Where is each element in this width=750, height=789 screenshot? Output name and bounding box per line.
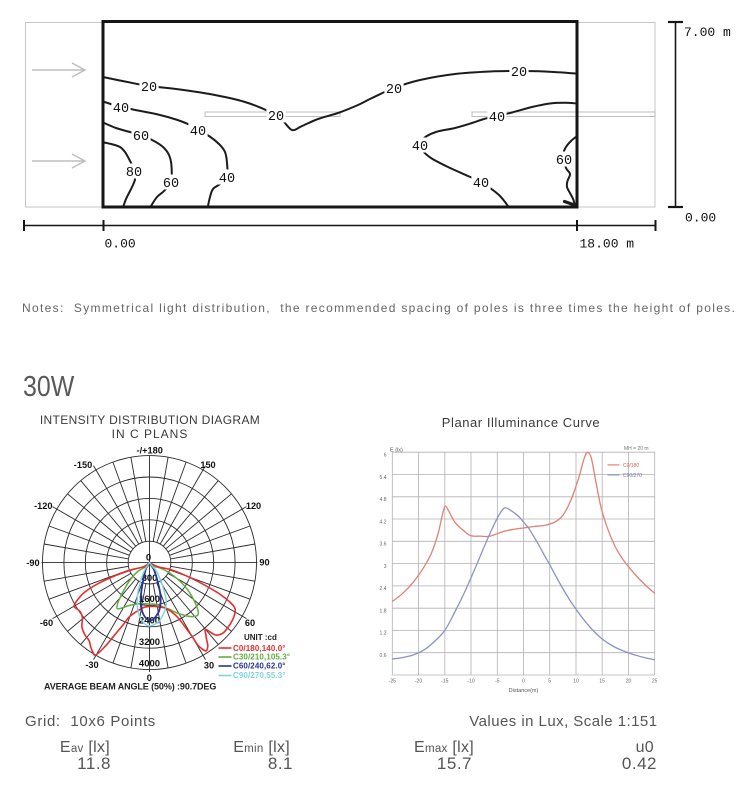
svg-text:40: 40 [489,111,505,126]
svg-text:-5: -5 [495,679,500,685]
svg-text:C90/270,55.3°: C90/270,55.3° [233,671,286,680]
svg-text:5: 5 [548,679,551,685]
svg-text:4.8: 4.8 [380,497,387,503]
svg-text:1.8: 1.8 [380,609,387,615]
svg-text:C90/270: C90/270 [623,473,642,479]
svg-text:40: 40 [113,102,129,117]
svg-text:20: 20 [626,679,632,685]
svg-text:4000: 4000 [139,658,160,669]
svg-text:C30/210,105.3°: C30/210,105.3° [233,653,290,662]
svg-text:60: 60 [245,618,255,628]
svg-text:0.00: 0.00 [685,211,716,226]
svg-text:120: 120 [246,501,261,511]
svg-text:0.00: 0.00 [105,236,136,251]
svg-text:1.2: 1.2 [380,631,387,637]
svg-text:20: 20 [511,66,527,81]
svg-text:0.6: 0.6 [380,653,387,659]
svg-text:UNIT :cd: UNIT :cd [244,633,277,642]
svg-text:-10: -10 [467,679,474,685]
svg-text:40: 40 [190,125,206,140]
svg-text:40: 40 [473,177,489,192]
svg-text:C60/240,62.0°: C60/240,62.0° [233,662,286,671]
svg-text:AVERAGE BEAM ANGLE (50%) :90.7: AVERAGE BEAM ANGLE (50%) :90.7DEG [44,682,216,692]
svg-text:-150: -150 [74,460,92,470]
svg-text:150: 150 [200,460,215,470]
svg-text:18.00 m: 18.00 m [580,236,635,251]
svg-text:-20: -20 [415,679,422,685]
svg-text:3.6: 3.6 [380,542,387,548]
svg-text:-90: -90 [26,558,39,568]
svg-text:5.4: 5.4 [380,475,387,481]
svg-text:10: 10 [573,679,579,685]
svg-text:0: 0 [146,552,151,563]
svg-text:30: 30 [204,661,214,671]
svg-text:40: 40 [412,140,428,155]
svg-text:C0/180: C0/180 [623,463,639,469]
svg-text:-120: -120 [34,501,52,511]
svg-text:90: 90 [259,558,269,568]
svg-text:2.4: 2.4 [380,586,387,592]
svg-text:25: 25 [652,679,658,685]
svg-text:20: 20 [141,81,157,96]
svg-text:20: 20 [386,83,402,98]
svg-text:20: 20 [268,110,284,125]
svg-text:60: 60 [556,154,572,169]
svg-text:-/+180: -/+180 [137,446,163,456]
svg-text:-60: -60 [40,618,53,628]
svg-text:0: 0 [522,679,525,685]
svg-text:7.00 m: 7.00 m [684,25,731,40]
svg-text:1600: 1600 [139,594,160,605]
svg-text:3: 3 [384,564,387,570]
svg-text:Distance(m): Distance(m) [509,688,539,694]
svg-text:3200: 3200 [139,637,160,648]
svg-text:0: 0 [147,673,152,683]
svg-text:15: 15 [599,679,605,685]
svg-text:40: 40 [219,172,235,187]
svg-text:E (lx): E (lx) [390,447,403,453]
svg-text:MH = 20 m: MH = 20 m [624,446,649,452]
svg-text:80: 80 [126,166,142,181]
svg-text:800: 800 [142,573,158,584]
svg-text:6: 6 [384,453,387,459]
svg-text:60: 60 [133,130,149,145]
svg-text:60: 60 [163,177,179,192]
svg-text:C0/180,140.0°: C0/180,140.0° [233,644,286,653]
svg-text:-30: -30 [85,660,98,670]
svg-text:4.2: 4.2 [380,519,387,525]
svg-text:-15: -15 [441,679,448,685]
svg-text:-25: -25 [389,679,396,685]
